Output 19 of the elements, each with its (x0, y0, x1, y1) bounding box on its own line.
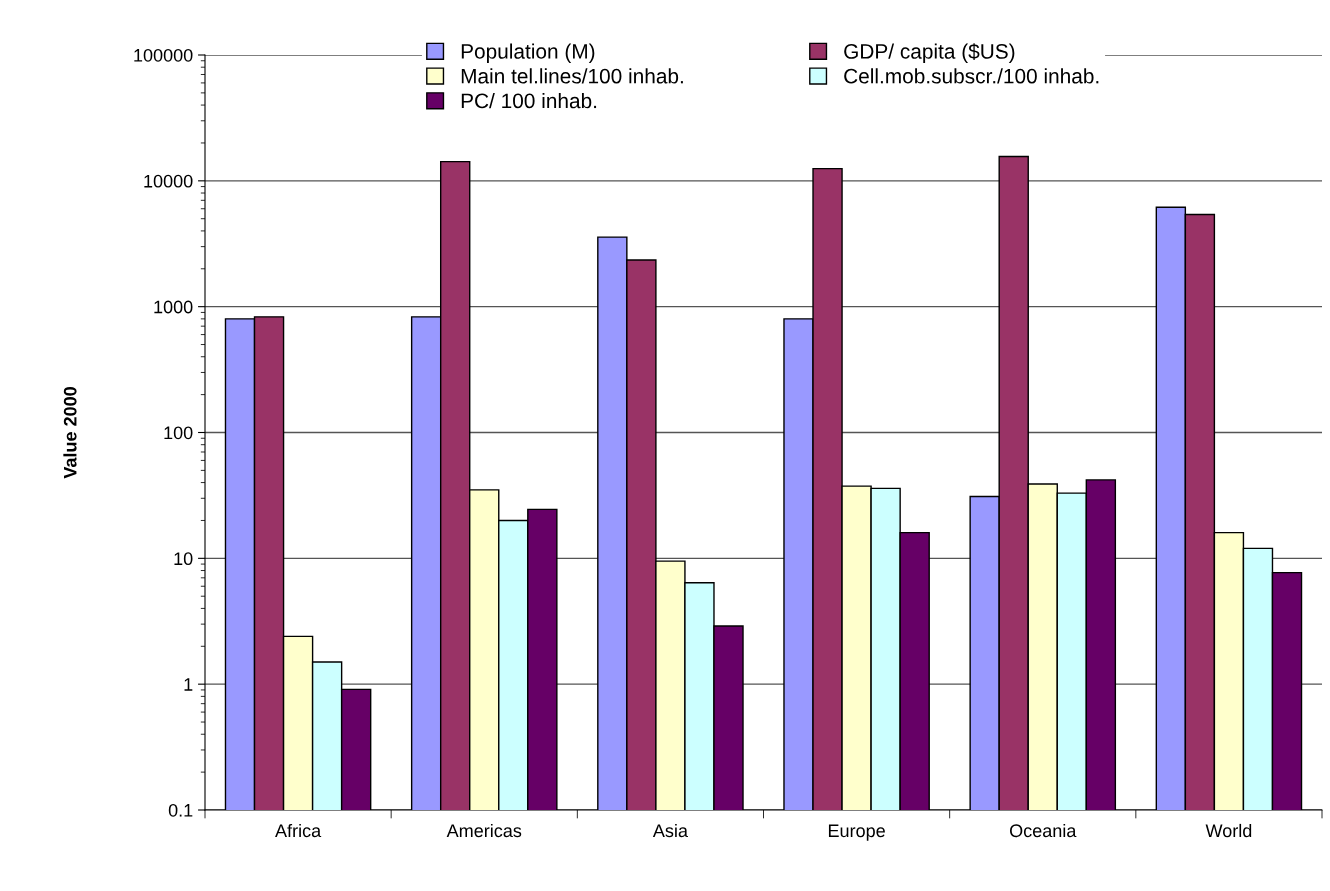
x-tick-label: Oceania (1009, 823, 1077, 838)
x-tick-label: World (1205, 823, 1252, 838)
legend-label: Population (M) (461, 43, 595, 63)
legend-label: Cell.mob.subscr./100 inhab. (844, 68, 1099, 84)
y-tick-label: 10 (174, 552, 193, 566)
y-tick-label: 0.1 (168, 803, 193, 817)
y-tick-label: 1000 (154, 300, 193, 314)
legend-label: PC/ 100 inhab. (461, 92, 597, 109)
x-tick-label: Europe (828, 824, 885, 841)
x-tick-label: Asia (652, 823, 688, 838)
x-tick-label: Africa (275, 823, 322, 838)
legend-label: Main tel.lines/100 inhab. (461, 68, 683, 84)
y-axis-title: Value 2000 (63, 387, 77, 479)
y-tick-label: 1 (184, 678, 193, 691)
y-tick-label: 100 (164, 426, 193, 440)
x-tick-label: Americas (446, 823, 522, 838)
y-tick-label: 100000 (134, 48, 193, 62)
y-tick-label: 10000 (144, 174, 193, 188)
legend-label: GDP/ capita ($US) (844, 43, 1015, 63)
